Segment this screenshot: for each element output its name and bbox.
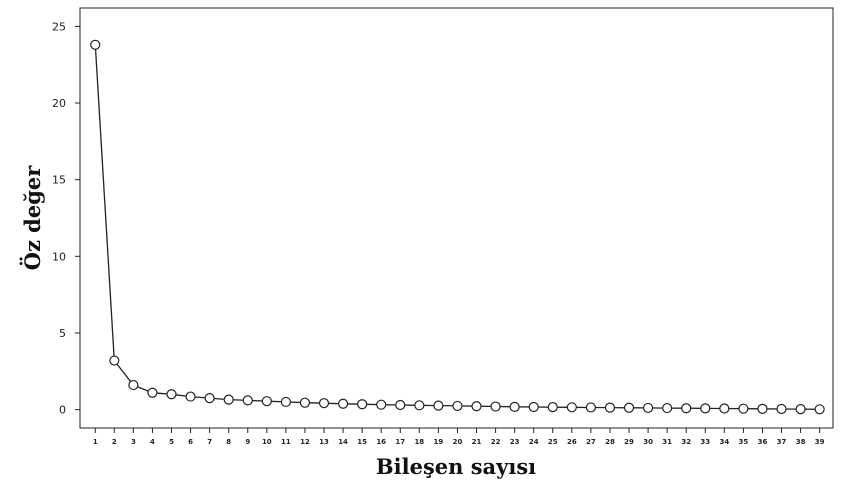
data-point <box>776 403 787 415</box>
data-point <box>623 402 635 413</box>
data-point <box>242 395 253 406</box>
y-tick-label: 5 <box>59 327 66 340</box>
eigenvalue-points <box>90 39 825 415</box>
x-tick-label: 16 <box>376 438 386 446</box>
y-tick-label: 15 <box>52 174 66 187</box>
x-axis-title: Bileşen sayısı <box>376 454 536 479</box>
x-tick-label: 5 <box>169 438 174 446</box>
y-tick-label: 0 <box>59 404 66 417</box>
x-axis-ticks: 1 2 3 4 5 6 7 8 9 10 11 12 13 14 15 16 17 18 19 20 21 22 23 24 2… <box>93 428 825 446</box>
y-tick-label: 10 <box>52 250 66 263</box>
x-tick-label: 37 <box>777 438 787 446</box>
data-point <box>395 399 406 411</box>
data-point <box>509 401 520 412</box>
x-tick-label: 35 <box>739 438 749 446</box>
y-tick-label: 20 <box>52 97 66 110</box>
data-point <box>261 396 272 407</box>
x-tick-label: 39 <box>815 438 825 446</box>
x-tick-label: 32 <box>681 438 691 446</box>
x-tick-label: 3 <box>131 438 136 446</box>
data-point <box>109 355 120 366</box>
x-tick-label: 13 <box>319 438 329 446</box>
data-point <box>757 403 768 414</box>
x-tick-label: 19 <box>434 438 444 446</box>
data-point <box>814 404 825 415</box>
x-tick-label: 28 <box>605 438 615 446</box>
data-point <box>166 389 177 400</box>
data-point <box>128 379 139 391</box>
data-point <box>471 401 482 412</box>
data-point <box>299 397 311 408</box>
data-point <box>662 402 673 414</box>
x-tick-label: 36 <box>758 438 768 446</box>
x-tick-label: 24 <box>529 438 539 446</box>
x-tick-label: 7 <box>207 438 212 446</box>
data-point <box>700 403 711 414</box>
x-tick-label: 25 <box>548 438 558 446</box>
x-tick-label: 23 <box>510 438 520 446</box>
data-point <box>433 400 444 411</box>
data-point <box>566 402 577 413</box>
x-tick-label: 21 <box>472 438 482 446</box>
y-axis-title: Öz değer <box>20 165 45 271</box>
data-point <box>795 404 806 415</box>
x-tick-label: 34 <box>719 438 729 446</box>
data-point <box>147 387 158 398</box>
data-point <box>280 396 291 408</box>
data-point <box>452 400 463 412</box>
data-point <box>681 403 692 414</box>
data-point <box>642 402 654 414</box>
x-tick-label: 33 <box>700 438 710 446</box>
data-point <box>547 402 558 413</box>
data-point <box>414 400 425 411</box>
x-tick-label: 10 <box>262 438 272 446</box>
data-point <box>204 393 215 404</box>
data-point <box>357 399 368 410</box>
x-tick-label: 9 <box>245 438 250 446</box>
data-point <box>738 403 749 414</box>
data-point <box>223 394 234 405</box>
x-tick-label: 18 <box>414 438 424 446</box>
x-tick-label: 38 <box>796 438 806 446</box>
x-tick-label: 27 <box>586 438 596 446</box>
y-axis-ticks: 0 5 10 15 20 25 <box>52 20 80 417</box>
data-point <box>376 399 387 410</box>
x-tick-label: 29 <box>624 438 634 446</box>
eigenvalue-line <box>94 44 820 410</box>
x-tick-label: 26 <box>567 438 577 446</box>
data-point <box>318 398 330 409</box>
x-tick-label: 8 <box>226 438 231 446</box>
data-point <box>337 398 349 409</box>
data-point <box>585 402 596 413</box>
data-point <box>185 391 196 402</box>
x-tick-label: 4 <box>150 438 155 446</box>
x-tick-label: 11 <box>281 438 291 446</box>
x-tick-label: 12 <box>300 438 310 446</box>
data-point <box>604 402 616 413</box>
x-tick-label: 22 <box>491 438 501 446</box>
x-tick-label: 6 <box>188 438 193 446</box>
x-tick-label: 31 <box>662 438 672 446</box>
data-point <box>719 403 730 414</box>
x-tick-label: 2 <box>112 438 117 446</box>
y-tick-label: 25 <box>52 20 66 33</box>
plot-frame <box>79 7 834 429</box>
data-point <box>90 39 101 50</box>
x-tick-label: 20 <box>453 438 463 446</box>
data-point <box>528 401 539 413</box>
x-tick-label: 15 <box>357 438 367 446</box>
x-tick-label: 30 <box>643 438 653 446</box>
x-tick-label: 17 <box>395 438 405 446</box>
data-point <box>490 401 501 412</box>
x-tick-label: 14 <box>338 438 348 446</box>
x-tick-label: 1 <box>93 438 98 446</box>
